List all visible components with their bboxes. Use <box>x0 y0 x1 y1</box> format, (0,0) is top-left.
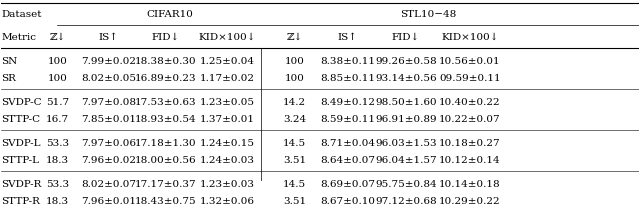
Text: SVDP-L: SVDP-L <box>1 139 41 147</box>
Text: 16.89±0.23: 16.89±0.23 <box>135 73 196 82</box>
Text: 3.51: 3.51 <box>283 155 306 164</box>
Text: 14.2: 14.2 <box>283 98 306 106</box>
Text: 10.18±0.27: 10.18±0.27 <box>439 139 500 147</box>
Text: 100: 100 <box>47 73 67 82</box>
Text: 1.23±0.05: 1.23±0.05 <box>200 98 255 106</box>
Text: 8.02±0.07: 8.02±0.07 <box>81 180 136 188</box>
Text: 8.02±0.05: 8.02±0.05 <box>81 73 136 82</box>
Text: 98.50±1.60: 98.50±1.60 <box>375 98 437 106</box>
Text: 17.53±0.63: 17.53±0.63 <box>135 98 196 106</box>
Text: CIFAR10: CIFAR10 <box>147 9 194 18</box>
Text: 1.24±0.15: 1.24±0.15 <box>200 139 255 147</box>
Text: ℤ↓: ℤ↓ <box>49 33 66 42</box>
Text: ℤ↓: ℤ↓ <box>286 33 303 42</box>
Text: SVDP-C: SVDP-C <box>1 98 42 106</box>
Text: 8.59±0.11: 8.59±0.11 <box>320 114 375 123</box>
Text: 1.37±0.01: 1.37±0.01 <box>200 114 255 123</box>
Text: 53.3: 53.3 <box>46 180 69 188</box>
Text: 95.75±0.84: 95.75±0.84 <box>375 180 437 188</box>
Text: 99.26±0.58: 99.26±0.58 <box>375 57 437 66</box>
Text: 10.14±0.18: 10.14±0.18 <box>439 180 500 188</box>
Text: 97.12±0.68: 97.12±0.68 <box>375 196 437 204</box>
Text: 8.38±0.11: 8.38±0.11 <box>320 57 375 66</box>
Text: 8.71±0.04: 8.71±0.04 <box>320 139 375 147</box>
Text: IS↑: IS↑ <box>337 33 357 42</box>
Text: 7.97±0.08: 7.97±0.08 <box>81 98 136 106</box>
Text: 96.03±1.53: 96.03±1.53 <box>375 139 437 147</box>
Text: 18.3: 18.3 <box>46 155 69 164</box>
Text: 10.40±0.22: 10.40±0.22 <box>439 98 500 106</box>
Text: 7.97±0.06: 7.97±0.06 <box>81 139 136 147</box>
Text: 10.29±0.22: 10.29±0.22 <box>439 196 500 204</box>
Text: Metric: Metric <box>1 33 36 42</box>
Text: 18.43±0.75: 18.43±0.75 <box>135 196 196 204</box>
Text: FID↓: FID↓ <box>392 33 420 42</box>
Text: 7.85±0.01: 7.85±0.01 <box>81 114 136 123</box>
Text: 18.38±0.30: 18.38±0.30 <box>135 57 196 66</box>
Text: 100: 100 <box>285 73 305 82</box>
Text: SN: SN <box>1 57 18 66</box>
Text: 7.96±0.01: 7.96±0.01 <box>81 196 136 204</box>
Text: KID×100↓: KID×100↓ <box>199 33 257 42</box>
Text: 8.85±0.11: 8.85±0.11 <box>320 73 375 82</box>
Text: SR: SR <box>1 73 16 82</box>
Text: 18.00±0.56: 18.00±0.56 <box>135 155 196 164</box>
Text: 10.22±0.07: 10.22±0.07 <box>439 114 500 123</box>
Text: STTP-R: STTP-R <box>1 196 40 204</box>
Text: 1.24±0.03: 1.24±0.03 <box>200 155 255 164</box>
Text: 3.24: 3.24 <box>283 114 306 123</box>
Text: 8.67±0.10: 8.67±0.10 <box>320 196 375 204</box>
Text: FID↓: FID↓ <box>152 33 180 42</box>
Text: 100: 100 <box>285 57 305 66</box>
Text: 1.25±0.04: 1.25±0.04 <box>200 57 255 66</box>
Text: 7.99±0.02: 7.99±0.02 <box>81 57 136 66</box>
Text: STTP-L: STTP-L <box>1 155 40 164</box>
Text: 10.12±0.14: 10.12±0.14 <box>439 155 500 164</box>
Text: 18.93±0.54: 18.93±0.54 <box>135 114 196 123</box>
Text: 53.3: 53.3 <box>46 139 69 147</box>
Text: 16.7: 16.7 <box>46 114 69 123</box>
Text: 51.7: 51.7 <box>46 98 69 106</box>
Text: 7.96±0.02: 7.96±0.02 <box>81 155 136 164</box>
Text: 1.17±0.02: 1.17±0.02 <box>200 73 255 82</box>
Text: KID×100↓: KID×100↓ <box>441 33 499 42</box>
Text: SVDP-R: SVDP-R <box>1 180 42 188</box>
Text: 17.18±1.30: 17.18±1.30 <box>135 139 196 147</box>
Text: 09.59±0.11: 09.59±0.11 <box>439 73 500 82</box>
Text: 100: 100 <box>47 57 67 66</box>
Text: STTP-C: STTP-C <box>1 114 40 123</box>
Text: 96.91±0.89: 96.91±0.89 <box>375 114 437 123</box>
Text: 8.69±0.07: 8.69±0.07 <box>320 180 375 188</box>
Text: 93.14±0.56: 93.14±0.56 <box>375 73 437 82</box>
Text: 18.3: 18.3 <box>46 196 69 204</box>
Text: 8.64±0.07: 8.64±0.07 <box>320 155 375 164</box>
Text: 1.23±0.03: 1.23±0.03 <box>200 180 255 188</box>
Text: 1.32±0.06: 1.32±0.06 <box>200 196 255 204</box>
Text: STL10−48: STL10−48 <box>400 9 456 18</box>
Text: 8.49±0.12: 8.49±0.12 <box>320 98 375 106</box>
Text: 14.5: 14.5 <box>283 180 306 188</box>
Text: 10.56±0.01: 10.56±0.01 <box>439 57 500 66</box>
Text: 96.04±1.57: 96.04±1.57 <box>375 155 437 164</box>
Text: 3.51: 3.51 <box>283 196 306 204</box>
Text: Dataset: Dataset <box>1 9 42 18</box>
Text: 17.17±0.37: 17.17±0.37 <box>135 180 196 188</box>
Text: 14.5: 14.5 <box>283 139 306 147</box>
Text: IS↑: IS↑ <box>99 33 118 42</box>
